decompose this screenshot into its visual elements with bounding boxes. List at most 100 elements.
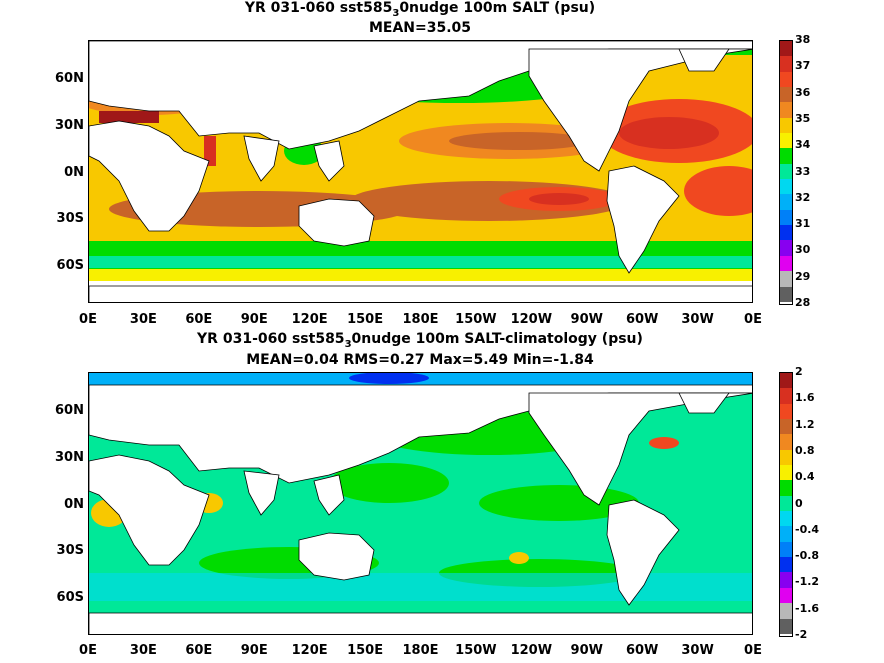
top-xtick: 180E bbox=[402, 312, 439, 327]
bottom-colorbar-label: -1.6 bbox=[795, 601, 820, 615]
top-colorbar-label: 29 bbox=[795, 269, 811, 283]
bottom-colorbar-segment bbox=[780, 541, 792, 558]
top-ytick: 60S bbox=[56, 258, 84, 273]
bottom-ytick: 60S bbox=[56, 590, 84, 605]
bottom-colorbar-label: 0 bbox=[795, 496, 803, 510]
bottom-colorbar-segment bbox=[780, 511, 792, 527]
top-colorbar-segment bbox=[780, 133, 792, 149]
top-xtick: 0E bbox=[744, 312, 762, 327]
top-colorbar-segment bbox=[780, 87, 792, 103]
bottom-colorbar-segment bbox=[780, 526, 792, 542]
top-ytick: 60N bbox=[55, 71, 84, 86]
bottom-colorbar-segment bbox=[780, 572, 792, 588]
top-title-line2: MEAN=35.05 bbox=[368, 20, 472, 36]
top-colorbar-label: 35 bbox=[795, 111, 811, 125]
bottom-ytick: 30S bbox=[56, 543, 84, 558]
top-colorbar-segment bbox=[780, 41, 792, 57]
bottom-xtick: 60W bbox=[625, 643, 659, 658]
top-ytick: 30S bbox=[56, 211, 84, 226]
top-colorbar-label: 37 bbox=[795, 59, 811, 73]
bottom-colorbar-label: -0.4 bbox=[795, 522, 820, 536]
bottom-title-line2: MEAN=0.04 RMS=0.27 Max=5.49 Min=-1.84 bbox=[246, 352, 594, 368]
bottom-colorbar-label: 0.4 bbox=[795, 470, 815, 484]
bottom-ytick: 60N bbox=[55, 403, 84, 418]
top-colorbar-label: 33 bbox=[795, 164, 811, 178]
top-xtick: 30W bbox=[681, 312, 714, 327]
top-xtick: 90E bbox=[240, 312, 268, 327]
bottom-xtick: 150E bbox=[347, 643, 384, 658]
bottom-colorbar-segment bbox=[780, 403, 792, 420]
top-colorbar-segment bbox=[780, 255, 792, 272]
bottom-colorbar-label: 0.8 bbox=[795, 443, 815, 457]
top-ytick: 0N bbox=[64, 165, 84, 180]
bottom-xtick: 30E bbox=[129, 643, 157, 658]
bottom-colorbar-segment bbox=[780, 434, 792, 450]
bottom-colorbar-segment bbox=[780, 480, 792, 496]
top-colorbar-label: 36 bbox=[795, 85, 811, 99]
top-title-line1: YR 031-060 sst58530nudge 100m SALT (psu) bbox=[244, 0, 596, 19]
top-colorbar-segment bbox=[780, 71, 792, 88]
top-colorbar-segment bbox=[780, 179, 792, 195]
bottom-xtick: 150W bbox=[455, 643, 497, 658]
bottom-xtick: 60E bbox=[185, 643, 213, 658]
top-colorbar-label: 28 bbox=[795, 296, 811, 309]
bottom-colorbar-label: 1.6 bbox=[795, 391, 815, 405]
bottom-anomaly-map bbox=[88, 372, 753, 635]
bottom-colorbar-segment bbox=[780, 603, 792, 619]
top-colorbar-label: 31 bbox=[795, 217, 811, 231]
top-colorbar-segment bbox=[780, 163, 792, 180]
top-colorbar-segment bbox=[780, 209, 792, 226]
top-xtick: 30E bbox=[129, 312, 157, 327]
bottom-colorbar-segment bbox=[780, 419, 792, 435]
top-colorbar-label: 32 bbox=[795, 190, 811, 204]
bottom-xtick: 180E bbox=[402, 643, 439, 658]
bottom-colorbar bbox=[779, 372, 793, 637]
bottom-colorbar-segment bbox=[780, 465, 792, 481]
bottom-colorbar-segment bbox=[780, 495, 792, 512]
bottom-colorbar-label: -2 bbox=[795, 628, 808, 641]
top-xtick: 60W bbox=[625, 312, 659, 327]
bottom-colorbar-segment bbox=[780, 557, 792, 573]
top-salinity-map bbox=[88, 40, 753, 303]
top-xtick: 150E bbox=[347, 312, 384, 327]
bottom-xtick: 120W bbox=[510, 643, 553, 658]
top-colorbar-segment bbox=[780, 148, 792, 164]
top-colorbar-label: 34 bbox=[795, 138, 811, 152]
top-colorbar-segment bbox=[780, 225, 792, 241]
top-xtick: 90W bbox=[570, 312, 603, 327]
top-colorbar-segment bbox=[780, 56, 792, 72]
top-ytick: 30N bbox=[55, 118, 84, 133]
top-colorbar-segment bbox=[780, 194, 792, 210]
top-colorbar-segment bbox=[780, 117, 792, 134]
top-colorbar-segment bbox=[780, 240, 792, 256]
bottom-colorbar-label: 1.2 bbox=[795, 417, 815, 431]
top-colorbar-label: 30 bbox=[795, 243, 811, 257]
bottom-xtick: 0E bbox=[744, 643, 762, 658]
top-xtick: 0E bbox=[79, 312, 97, 327]
bottom-colorbar-segment bbox=[780, 618, 792, 634]
bottom-colorbar-segment bbox=[780, 587, 792, 604]
top-colorbar-segment bbox=[780, 286, 792, 302]
top-xtick: 120W bbox=[510, 312, 553, 327]
bottom-ytick: 0N bbox=[64, 497, 84, 512]
bottom-colorbar-label: -0.8 bbox=[795, 549, 820, 563]
top-xtick: 120E bbox=[291, 312, 328, 327]
bottom-colorbar-segment bbox=[780, 388, 792, 404]
bottom-colorbar-segment bbox=[780, 449, 792, 466]
bottom-title-line1: YR 031-060 sst58530nudge 100m SALT-clima… bbox=[197, 331, 643, 350]
top-xtick: 150W bbox=[455, 312, 497, 327]
bottom-xtick: 90W bbox=[570, 643, 603, 658]
bottom-ytick: 30N bbox=[55, 450, 84, 465]
top-xtick: 60E bbox=[185, 312, 213, 327]
top-colorbar-segment bbox=[780, 102, 792, 118]
bottom-colorbar-segment bbox=[780, 373, 792, 389]
bottom-colorbar-label: 2 bbox=[795, 365, 803, 378]
bottom-colorbar-label: -1.2 bbox=[795, 575, 820, 589]
top-colorbar bbox=[779, 40, 793, 305]
top-colorbar-segment bbox=[780, 271, 792, 287]
top-colorbar-label: 38 bbox=[795, 33, 811, 46]
bottom-xtick: 120E bbox=[291, 643, 328, 658]
bottom-xtick: 30W bbox=[681, 643, 714, 658]
bottom-xtick: 0E bbox=[79, 643, 97, 658]
bottom-xtick: 90E bbox=[240, 643, 268, 658]
